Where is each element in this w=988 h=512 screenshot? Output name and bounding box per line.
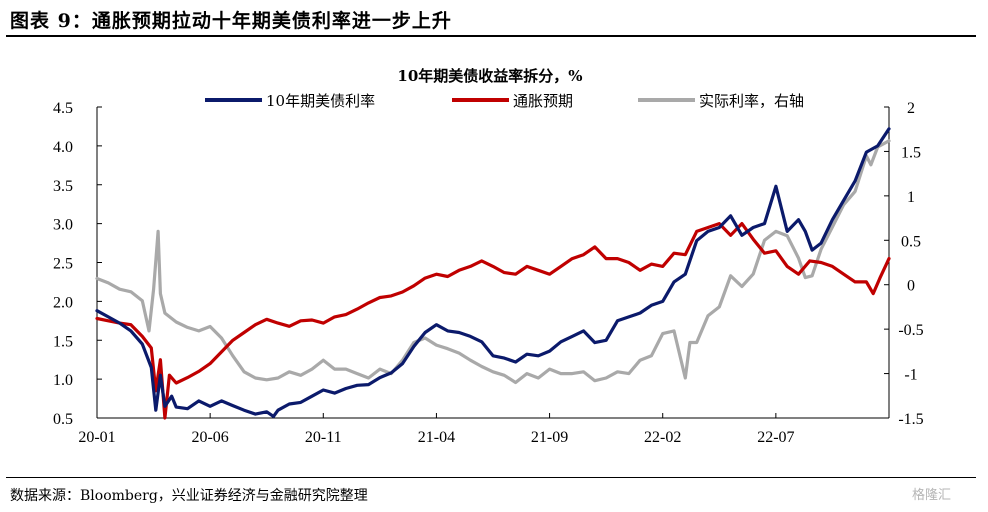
right-tick-label: 0.5 [901,233,921,250]
left-tick-label: 1.0 [53,372,73,389]
bottom-divider [6,477,976,478]
x-tick-label: 22-02 [644,429,681,446]
left-tick-label: 2.0 [53,294,73,311]
x-axis-ticks: 20-01 20-06 20-11 21-04 21-09 22-02 22-07 [78,413,795,446]
series-layer [95,127,891,420]
series-line-yield [95,127,891,418]
source-note: 数据来源：Bloomberg，兴业证券经济与金融研究院整理 [10,488,368,504]
right-tick-label: -1 [904,367,917,384]
left-tick-label: 3.0 [53,217,73,234]
plot-area: 0.5 1.0 1.5 2.0 2.5 3.0 3.5 4.0 4.5 -1.5 -1 -0.5 0 0… [53,100,924,446]
left-axis-ticks: 0.5 1.0 1.5 2.0 2.5 3.0 3.5 4.0 4.5 [53,100,102,428]
right-tick-label: 1.5 [901,144,921,161]
x-tick-label: 22-07 [757,429,794,446]
right-tick-label: -0.5 [898,322,923,339]
series-line-real-rate [95,139,891,385]
x-tick-label: 20-01 [78,429,115,446]
top-divider [6,35,976,37]
legend-label-real-rate: 实际利率，右轴 [699,92,804,110]
x-tick-label: 21-09 [531,429,568,446]
x-tick-label: 21-04 [418,429,455,446]
right-tick-label: -1.5 [898,411,923,428]
series-line-inflation [95,222,891,420]
right-tick-label: 2 [907,100,915,117]
right-axis-ticks: -1.5 -1 -0.5 0 0.5 1 1.5 2 [884,100,924,428]
left-tick-label: 0.5 [53,411,73,428]
left-tick-label: 1.5 [53,333,73,350]
legend-label-inflation: 通胀预期 [513,92,573,110]
watermark-logo: 格隆汇 [912,488,952,503]
x-tick-label: 20-11 [305,429,342,446]
left-tick-label: 4.0 [53,139,73,156]
right-tick-label: 1 [907,189,915,206]
x-tick-label: 20-06 [191,429,228,446]
left-tick-label: 3.5 [53,178,73,195]
figure-title: 图表 9：通胀预期拉动十年期美债利率进一步上升 [10,10,452,32]
left-tick-label: 2.5 [53,256,73,273]
right-tick-label: 0 [907,278,915,295]
chart-title: 10年期美债收益率拆分，% [397,67,582,85]
legend: 10年期美债利率 通胀预期 实际利率，右轴 [205,92,804,110]
left-tick-label: 4.5 [53,100,73,117]
legend-label-yield: 10年期美债利率 [266,92,375,110]
